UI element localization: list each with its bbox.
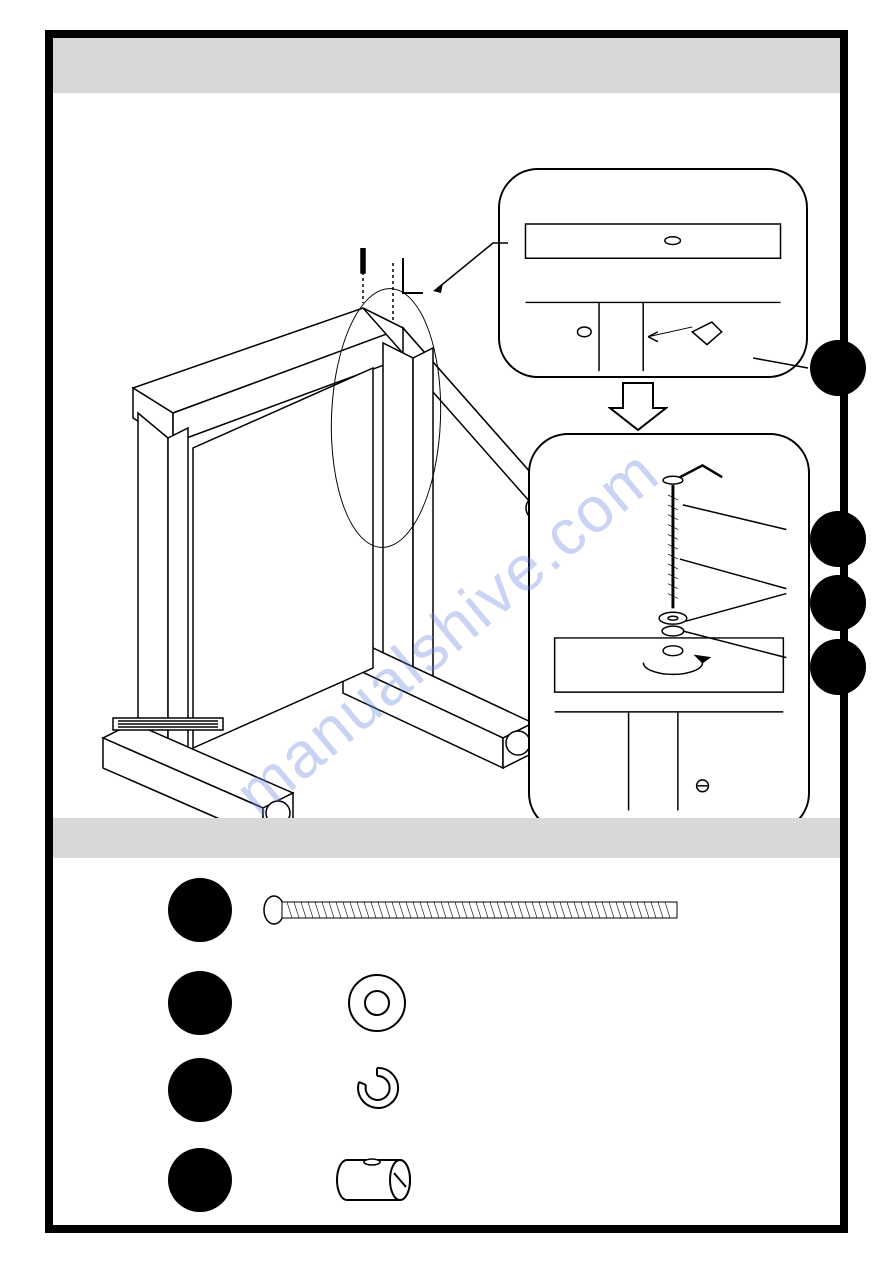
bolt-icon xyxy=(262,890,682,930)
desk-frame-drawing xyxy=(83,248,563,848)
callout-bolt xyxy=(810,511,866,567)
hardware-badge xyxy=(168,1058,232,1122)
hardware-list xyxy=(53,858,840,1225)
divider-band xyxy=(53,818,840,858)
assembly-diagram xyxy=(53,93,840,818)
flat-washer-icon xyxy=(342,968,412,1038)
header-band xyxy=(53,38,840,93)
hardware-badge xyxy=(168,971,232,1035)
detail-pointer xyxy=(433,233,513,293)
page-frame xyxy=(45,30,848,1233)
hardware-row-barrel-nut xyxy=(168,1148,422,1212)
hardware-row-flat-washer xyxy=(168,968,412,1038)
detail-panel-bottom xyxy=(528,433,810,833)
callout-spring-washer xyxy=(810,639,866,695)
hardware-badge xyxy=(168,1148,232,1212)
spring-washer-icon xyxy=(347,1060,407,1120)
leader-line-1 xyxy=(753,353,813,383)
hardware-row-spring-washer xyxy=(168,1058,407,1122)
detail-panel-top xyxy=(498,168,808,378)
callout-barrel-nut xyxy=(810,340,866,396)
callout-washer xyxy=(810,575,866,631)
hardware-row-bolt xyxy=(168,878,682,942)
detail-bottom-drawing xyxy=(530,435,808,831)
hardware-badge xyxy=(168,878,232,942)
barrel-nut-icon xyxy=(332,1153,422,1208)
flow-arrow-down xyxy=(608,378,668,433)
detail-top-drawing xyxy=(500,170,806,376)
